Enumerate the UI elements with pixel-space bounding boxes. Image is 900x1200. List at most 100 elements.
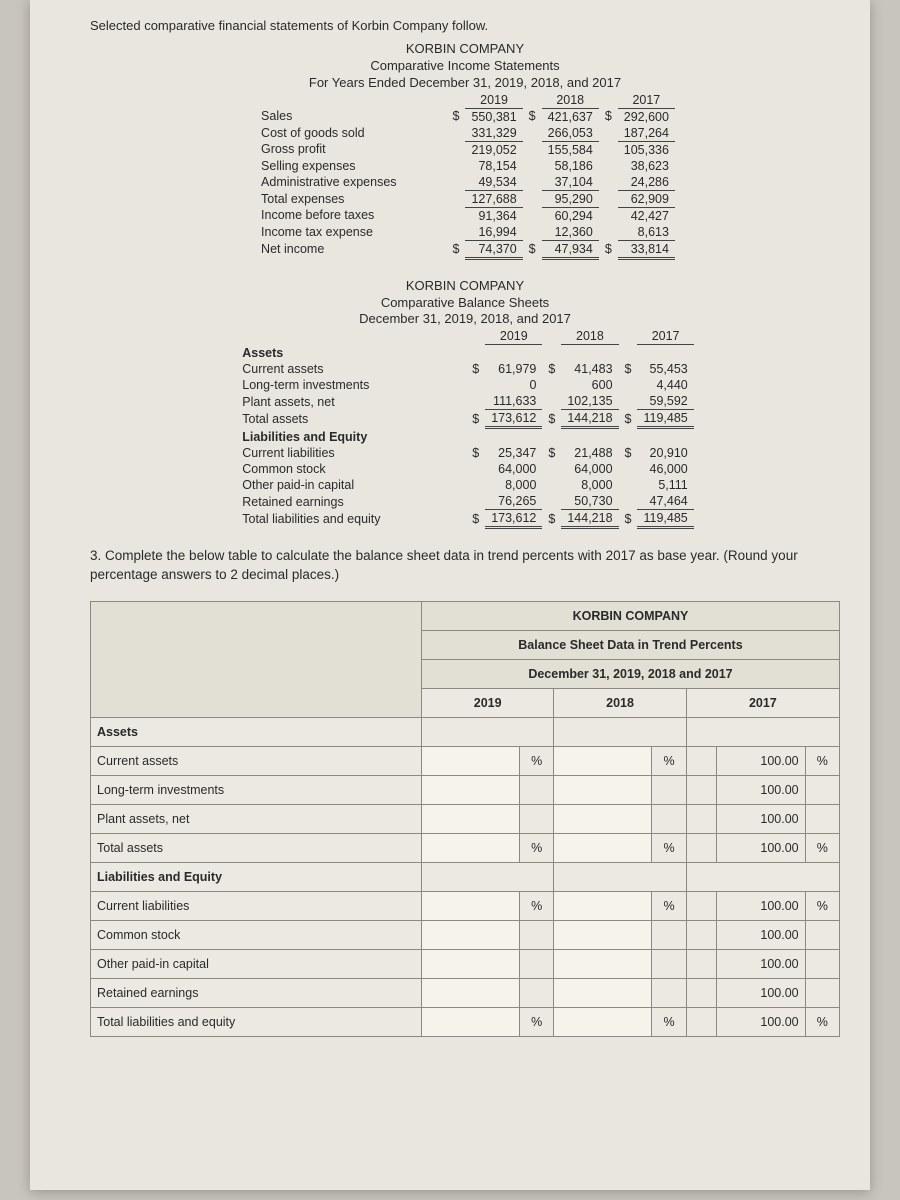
balance-title2: December 31, 2019, 2018, and 2017 (90, 311, 840, 328)
cell-value: 119,485 (637, 410, 693, 428)
cell-value: 421,637 (542, 108, 599, 125)
company-name-2: KORBIN COMPANY (90, 278, 840, 295)
pct-2017 (805, 805, 839, 834)
pct-2019: % (520, 1008, 554, 1037)
cell-value: 38,623 (618, 158, 675, 174)
pct-2017 (805, 921, 839, 950)
row-label: Common stock (236, 461, 466, 477)
val-2017: 100.00 (717, 921, 805, 950)
input-2019[interactable] (421, 747, 519, 776)
cell-value: 219,052 (465, 141, 522, 158)
input-2019[interactable] (421, 892, 519, 921)
pct-2019: % (520, 747, 554, 776)
ans-year: 2019 (421, 689, 553, 718)
row-label: Current liabilities (236, 445, 466, 461)
input-2018[interactable] (554, 950, 652, 979)
income-table: 201920182017Sales$550,381$421,637$292,60… (255, 92, 675, 260)
ans-row-label: Plant assets, net (91, 805, 422, 834)
row-label: Total expenses (255, 190, 446, 207)
row-label: Gross profit (255, 141, 446, 158)
row-label: Cost of goods sold (255, 125, 446, 142)
cell-value: 42,427 (618, 207, 675, 224)
pct-2017: % (805, 834, 839, 863)
cell-value: 600 (561, 377, 618, 393)
ans-row-label: Current liabilities (91, 892, 422, 921)
income-title2: For Years Ended December 31, 2019, 2018,… (90, 75, 840, 92)
input-2019[interactable] (421, 805, 519, 834)
cell-value: 41,483 (561, 361, 618, 377)
row-label: Administrative expenses (255, 174, 446, 191)
page: Selected comparative financial statement… (30, 0, 870, 1190)
cell-value: 102,135 (561, 393, 618, 410)
ans-row-label: Other paid-in capital (91, 950, 422, 979)
cell-value: 33,814 (618, 240, 675, 258)
cell-value: 173,612 (485, 510, 542, 528)
row-label: Long-term investments (236, 377, 466, 393)
row-label: Sales (255, 108, 446, 125)
val-2017: 100.00 (717, 747, 805, 776)
input-2019[interactable] (421, 1008, 519, 1037)
cell-value: 59,592 (637, 393, 693, 410)
row-label: Plant assets, net (236, 393, 466, 410)
pct-2018 (652, 776, 686, 805)
cell-value: 58,186 (542, 158, 599, 174)
cell-value: 105,336 (618, 141, 675, 158)
pct-2019 (520, 950, 554, 979)
pct-2019: % (520, 834, 554, 863)
input-2018[interactable] (554, 834, 652, 863)
row-label: Total liabilities and equity (236, 510, 466, 528)
input-2018[interactable] (554, 1008, 652, 1037)
cell-value: 21,488 (561, 445, 618, 461)
input-2018[interactable] (554, 979, 652, 1008)
val-2017: 100.00 (717, 892, 805, 921)
intro-text: Selected comparative financial statement… (90, 18, 840, 33)
cell-value: 12,360 (542, 224, 599, 241)
cell-value: 4,440 (637, 377, 693, 393)
cell-value: 61,979 (485, 361, 542, 377)
pct-2018: % (652, 892, 686, 921)
company-name: KORBIN COMPANY (90, 41, 840, 58)
input-2019[interactable] (421, 979, 519, 1008)
cell-value: 55,453 (637, 361, 693, 377)
row-label: Income tax expense (255, 224, 446, 241)
ans-row-label: Long-term investments (91, 776, 422, 805)
input-2018[interactable] (554, 805, 652, 834)
pct-2019 (520, 921, 554, 950)
cell-value: 47,934 (542, 240, 599, 258)
pct-2017: % (805, 1008, 839, 1037)
cell-value: 8,000 (485, 477, 542, 493)
cell-value: 47,464 (637, 493, 693, 510)
cell-value: 60,294 (542, 207, 599, 224)
cell-value: 50,730 (561, 493, 618, 510)
cell-value: 8,613 (618, 224, 675, 241)
input-2018[interactable] (554, 892, 652, 921)
row-label: Net income (255, 240, 446, 258)
input-2019[interactable] (421, 776, 519, 805)
row-label: Income before taxes (255, 207, 446, 224)
cell-value: 64,000 (485, 461, 542, 477)
cell-value: 74,370 (465, 240, 522, 258)
cell-value: 173,612 (485, 410, 542, 428)
ans-title3: December 31, 2019, 2018 and 2017 (421, 660, 839, 689)
input-2018[interactable] (554, 747, 652, 776)
cell-value: 5,111 (637, 477, 693, 493)
pct-2018 (652, 979, 686, 1008)
ans-row-label: Current assets (91, 747, 422, 776)
ans-title1: KORBIN COMPANY (421, 602, 839, 631)
input-2018[interactable] (554, 776, 652, 805)
balance-title1: Comparative Balance Sheets (90, 295, 840, 312)
cell-value: 64,000 (561, 461, 618, 477)
row-label: Total assets (236, 410, 466, 428)
input-2019[interactable] (421, 834, 519, 863)
cell-value: 0 (485, 377, 542, 393)
cell-value: 16,994 (465, 224, 522, 241)
input-2019[interactable] (421, 921, 519, 950)
pct-2019 (520, 776, 554, 805)
input-2018[interactable] (554, 921, 652, 950)
input-2019[interactable] (421, 950, 519, 979)
val-2017: 100.00 (717, 776, 805, 805)
row-label: Current assets (236, 361, 466, 377)
cell-value: 25,347 (485, 445, 542, 461)
ans-row-label: Total liabilities and equity (91, 1008, 422, 1037)
pct-2019 (520, 979, 554, 1008)
